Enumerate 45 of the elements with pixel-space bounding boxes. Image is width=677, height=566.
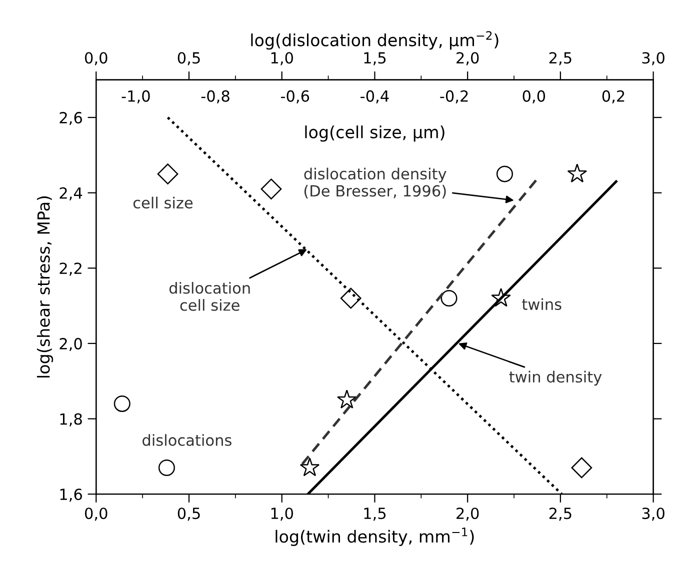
point [567, 164, 588, 182]
x2-axis-title: log(dislocation density, µm$^{−2}$) [251, 31, 498, 50]
x-tick-label: 3,0 [642, 508, 664, 521]
x2-tick-label: 2,5 [549, 52, 572, 66]
x2-tick-label: 1,0 [271, 52, 293, 66]
x-tick-label: 0,5 [178, 508, 200, 521]
annotation: twins [522, 298, 562, 310]
x-tick-label: 1,0 [271, 508, 293, 521]
y-tick-label: 2,2 [60, 262, 82, 276]
x-tick-label: 0,0 [84, 508, 108, 521]
x-tick-label: -1,0 [122, 90, 150, 104]
point [491, 288, 511, 307]
annotation: cell size [133, 196, 193, 209]
x-tick-label: -0,2 [440, 90, 468, 104]
annotation: dislocations [142, 434, 232, 446]
y-tick-label: 2,0 [60, 338, 82, 352]
y-axis-title: log(shear stress, MPa) [36, 196, 54, 378]
x-tick-label: 2,5 [549, 508, 572, 521]
x-tick-label: 1,5 [364, 508, 386, 521]
point [571, 457, 592, 478]
annotation: dislocation density (De Bresser, 1996) [304, 168, 446, 198]
x-tick-label: -0,8 [201, 90, 230, 104]
x2-tick-label: 0,5 [178, 52, 200, 66]
x2-tick-label: 0,0 [84, 52, 108, 66]
point [260, 178, 282, 200]
x-tick-label: 0,0 [522, 90, 546, 104]
x2-tick-label: 1,5 [364, 52, 386, 66]
point [300, 457, 320, 476]
x-axis-title: log(twin density, mm$^{−1}$) [276, 528, 474, 546]
point [336, 390, 357, 408]
y-tick-label: 1,6 [60, 488, 82, 502]
y-tick-label: 2,4 [60, 187, 82, 200]
x-tick-label: -0,6 [280, 90, 310, 104]
x-tick-label: -0,4 [360, 90, 389, 104]
x-axis-title: log(cell size, µm) [305, 125, 444, 142]
point [340, 288, 362, 309]
annotation: dislocation cell size [169, 282, 250, 311]
point [157, 164, 178, 184]
x2-tick-label: 2,0 [456, 52, 479, 66]
x-tick-label: 0,2 [602, 90, 624, 104]
y-tick-label: 1,8 [60, 413, 82, 426]
x2-tick-label: 3,0 [642, 52, 664, 66]
annotation: twin density [509, 370, 602, 386]
x-tick-label: 2,0 [456, 508, 479, 521]
y-tick-label: 2,6 [60, 112, 82, 126]
